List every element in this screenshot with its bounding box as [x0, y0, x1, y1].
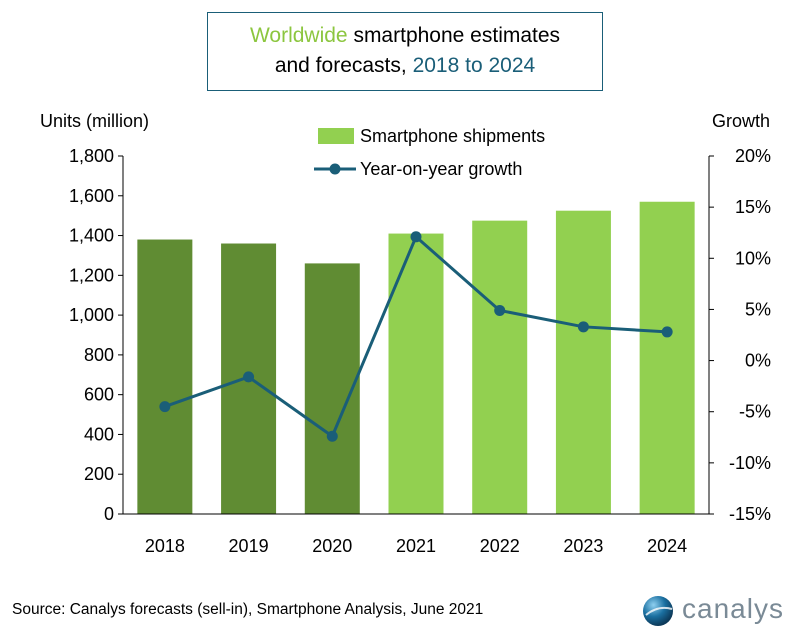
left-tick-label: 1,400 [69, 226, 114, 246]
left-tick-label: 1,800 [69, 146, 114, 166]
growth-point-2019 [243, 371, 255, 383]
right-axis-title: Growth [712, 111, 771, 131]
bar-2020 [304, 263, 360, 514]
chart-title: Worldwide smartphone estimates and forec… [207, 12, 603, 91]
left-axis-title: Units (million) [40, 111, 150, 131]
left-tick-label: 200 [84, 464, 114, 484]
canalys-logo: canalys [640, 591, 800, 631]
right-tick-label: 20% [735, 146, 771, 166]
globe-icon [643, 596, 673, 626]
left-tick-label: 400 [84, 424, 114, 444]
growth-point-2022 [494, 304, 506, 316]
title-line-2: and forecasts, 2018 to 2024 [274, 54, 536, 77]
right-tick-label: 5% [745, 299, 771, 319]
x-tick-label: 2024 [647, 536, 687, 556]
bar-2024 [639, 201, 695, 514]
bar-2023 [555, 210, 611, 514]
growth-point-2023 [577, 321, 589, 333]
right-tick-label: -5% [739, 402, 771, 422]
title-line-1: Worldwide smartphone estimates [249, 24, 561, 47]
growth-point-2024 [661, 326, 673, 338]
legend-label-growth: Year-on-year growth [360, 159, 522, 179]
logo-text: canalys [682, 593, 784, 624]
legend-bar-swatch [318, 128, 354, 144]
bar-2022 [472, 220, 528, 514]
left-tick-label: 1,000 [69, 305, 114, 325]
left-tick-label: 0 [104, 504, 114, 524]
right-tick-label: 0% [745, 351, 771, 371]
legend-label-shipments: Smartphone shipments [360, 126, 545, 146]
right-tick-label: 10% [735, 248, 771, 268]
x-tick-label: 2020 [312, 536, 352, 556]
left-tick-label: 1,200 [69, 265, 114, 285]
right-tick-label: -10% [729, 453, 771, 473]
bar-2018 [137, 239, 193, 515]
x-tick-label: 2022 [480, 536, 520, 556]
source-note: Source: Canalys forecasts (sell-in), Sma… [12, 601, 484, 618]
x-tick-label: 2023 [563, 536, 603, 556]
bar-2021 [388, 233, 444, 515]
legend-line-marker [329, 163, 341, 175]
right-tick-label: 15% [735, 197, 771, 217]
left-tick-label: 1,600 [69, 186, 114, 206]
growth-point-2018 [159, 401, 171, 413]
x-tick-label: 2021 [396, 536, 436, 556]
right-tick-label: -15% [729, 504, 771, 524]
left-tick-label: 800 [84, 345, 114, 365]
x-tick-label: 2018 [145, 536, 185, 556]
left-tick-label: 600 [84, 385, 114, 405]
growth-point-2020 [326, 430, 338, 442]
x-tick-label: 2019 [229, 536, 269, 556]
growth-point-2021 [410, 231, 422, 243]
